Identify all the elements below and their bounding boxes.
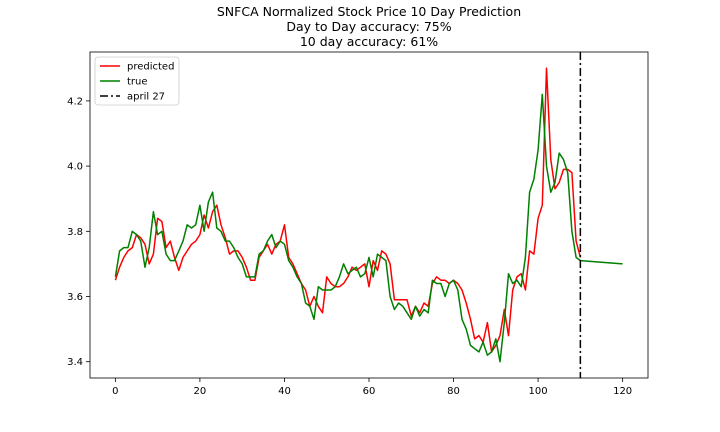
plot-area <box>114 52 623 378</box>
axes-frame <box>89 51 649 379</box>
y-tick-label: 4.2 <box>67 96 83 107</box>
y-tick-label: 3.6 <box>67 292 83 303</box>
chart-title-line-1: SNFCA Normalized Stock Price 10 Day Pred… <box>217 4 521 19</box>
chart-title-line-3: 10 day accuracy: 61% <box>300 34 438 49</box>
legend-label: april 27 <box>127 92 165 103</box>
chart-title: SNFCA Normalized Stock Price 10 Day Pred… <box>217 4 521 49</box>
x-tick-label: 60 <box>363 386 376 397</box>
x-tick-label: 20 <box>194 386 207 397</box>
y-tick-label: 3.8 <box>67 227 83 238</box>
x-tick-label: 80 <box>447 386 460 397</box>
series-line-predicted <box>114 67 582 353</box>
chart-title-line-2: Day to Day accuracy: 75% <box>286 19 451 34</box>
x-tick-label: 0 <box>112 386 118 397</box>
axis-ticks: 0 20 40 60 80 100 120 3.4 3.6 3.8 4.0 4.2 <box>67 96 632 397</box>
y-tick-label: 4.0 <box>67 162 83 173</box>
series-line-true <box>114 93 623 363</box>
legend-box <box>94 56 180 106</box>
x-tick-label: 40 <box>278 386 291 397</box>
legend: predicted true april 27 <box>94 56 180 106</box>
legend-label: predicted <box>127 62 174 73</box>
x-tick-label: 100 <box>529 386 548 397</box>
y-tick-label: 3.4 <box>67 357 83 368</box>
x-tick-label: 120 <box>613 386 632 397</box>
legend-label: true <box>127 77 148 88</box>
